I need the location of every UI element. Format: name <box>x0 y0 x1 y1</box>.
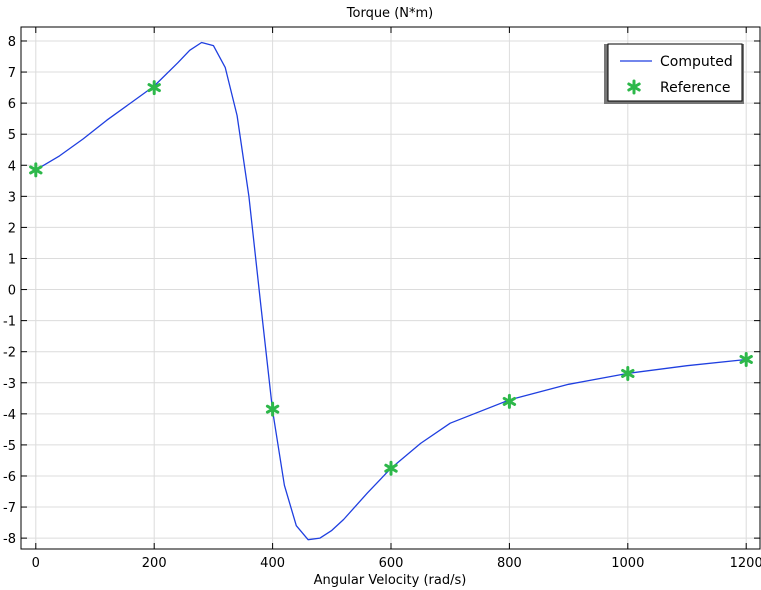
reference-point <box>147 80 161 96</box>
y-tick-label: 1 <box>8 252 16 267</box>
x-tick-label: 800 <box>497 556 522 571</box>
legend-reference-marker <box>627 79 641 95</box>
legend-computed-label: Computed <box>660 54 733 70</box>
series-layer <box>29 41 753 541</box>
x-tick-label: 600 <box>379 556 404 571</box>
reference-point <box>739 351 753 367</box>
x-tick-label: 1000 <box>611 556 644 571</box>
legend-box <box>607 43 743 102</box>
x-tick-label: 400 <box>260 556 285 571</box>
y-tick-label: -1 <box>3 315 16 330</box>
y-tick-label: 0 <box>8 284 16 299</box>
y-tick-label: -4 <box>3 408 16 423</box>
x-axis-label: Angular Velocity (rad/s) <box>314 573 467 588</box>
y-tick-label: -6 <box>3 470 16 485</box>
reference-point <box>265 401 280 417</box>
axis-ticks: 0 200 400 600 800 1000 1200 -8 -7 -6 -5 -4 -3 -2 -1 0 1 2… <box>3 27 761 571</box>
chart-title: Torque (N*m) <box>346 6 433 21</box>
y-tick-label: -2 <box>3 346 16 361</box>
y-tick-label: 5 <box>8 128 16 143</box>
y-tick-label: 7 <box>8 66 16 81</box>
reference-point <box>384 460 398 476</box>
legend-reference-label: Reference <box>660 80 731 96</box>
y-tick-label: 3 <box>8 190 16 205</box>
reference-point <box>502 393 517 409</box>
y-tick-label: 4 <box>8 159 16 174</box>
y-tick-label: -8 <box>3 532 16 547</box>
y-tick-label: -3 <box>3 377 16 392</box>
x-tick-label: 200 <box>142 556 167 571</box>
y-tick-label: -5 <box>3 439 16 454</box>
y-tick-label: 6 <box>8 97 16 112</box>
reference-point <box>29 162 43 178</box>
legend-star-marker <box>627 79 641 95</box>
y-tick-label: 8 <box>8 35 16 50</box>
x-tick-label: 1200 <box>730 556 761 571</box>
y-tick-label: 2 <box>8 221 16 236</box>
x-tick-label: 0 <box>32 556 40 571</box>
reference-point <box>621 365 635 381</box>
y-tick-label: -7 <box>3 501 16 516</box>
legend: Computed Reference <box>604 43 744 104</box>
